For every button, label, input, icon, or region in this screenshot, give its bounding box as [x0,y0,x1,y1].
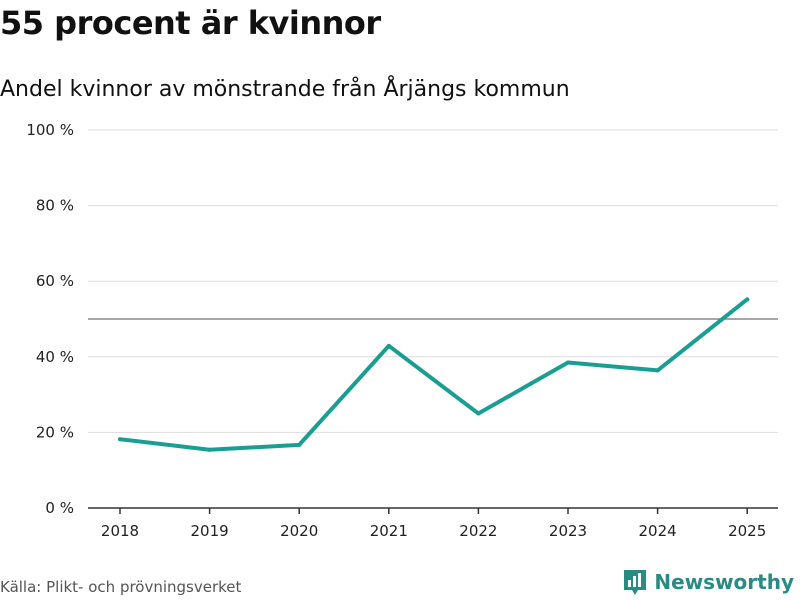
y-tick-label: 80 % [36,197,74,215]
data-point-2019 [207,447,212,452]
y-tick-label: 20 % [36,423,74,441]
chart-subtitle: Andel kvinnor av mönstrande från Årjängs… [0,77,570,102]
x-axis-tick-labels: 2018 2019 2020 2021 2022 2023 2024 2025 [101,522,766,540]
x-tick-label: 2025 [728,522,766,540]
y-axis-tick-labels: 0 % 20 % 40 % 60 % 80 % 100 % [26,121,74,517]
data-point-2023 [566,360,570,365]
data-point-2024 [655,368,660,373]
y-tick-label: 40 % [36,348,74,366]
x-tick-label: 2022 [459,522,497,540]
series-group [118,297,750,452]
data-point-2018 [118,437,122,442]
data-point-2025 [745,297,750,302]
data-point-2020 [297,442,302,447]
chart-title: 55 procent är kvinnor [0,4,381,42]
x-tick-label: 2019 [191,522,229,540]
x-tick-label: 2023 [549,522,587,540]
x-tick-label: 2024 [639,522,677,540]
x-tick-label: 2021 [370,522,408,540]
x-axis [88,507,778,514]
source-note: Källa: Plikt- och prövningsverket [0,578,242,596]
data-point-2021 [386,343,391,348]
brand-logo[interactable]: Newsworthy [622,568,794,596]
y-tick-label: 0 % [45,499,74,517]
newsworthy-logo-icon [624,570,647,595]
brand-name: Newsworthy [654,570,794,594]
x-tick-label: 2020 [280,522,318,540]
data-point-2022 [476,411,481,416]
x-tick-label: 2018 [101,522,139,540]
gridlines [88,129,778,433]
y-tick-label: 60 % [36,272,74,290]
y-tick-label: 100 % [26,121,74,139]
series-line-0 [118,297,750,452]
